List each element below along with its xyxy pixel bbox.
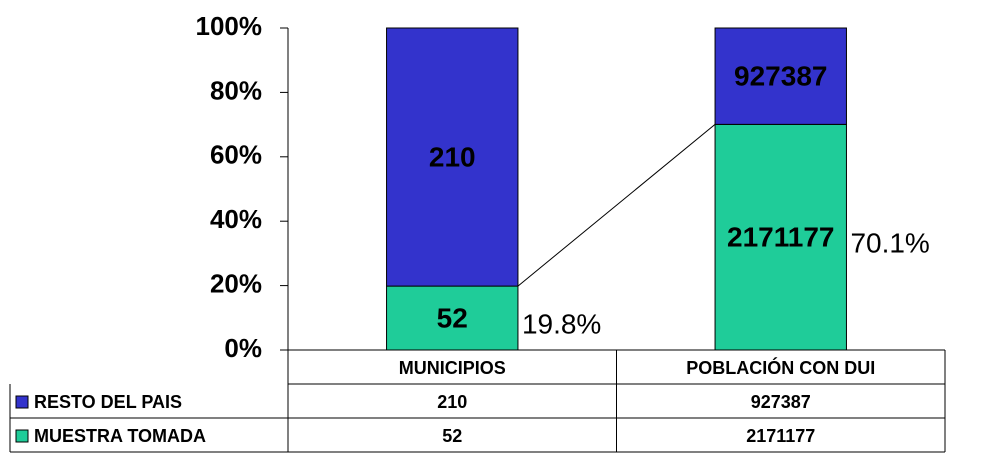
y-tick-label: 100% [196,11,263,41]
legend-label: MUESTRA TOMADA [34,426,206,446]
x-tick-label: MUNICIPIOS [399,358,506,378]
legend-swatch [15,395,29,409]
table-cell: 210 [437,392,467,412]
data-label: 927387 [734,61,827,92]
table-cell: 927387 [751,392,811,412]
data-label: 210 [429,141,476,172]
table-cell: 2171177 [746,426,815,446]
bar-segment [714,123,847,351]
y-tick-label: 40% [210,204,262,234]
percent-label: 19.8% [522,308,601,339]
percent-label: 70.1% [850,228,929,259]
x-tick-label: POBLACIÓN CON DUI [686,357,875,378]
connector-line [517,123,716,287]
legend-swatch [15,429,29,443]
y-tick-label: 80% [210,75,262,105]
legend-label: RESTO DEL PAIS [34,392,182,412]
table-cell: 52 [442,426,462,446]
bar-segment [386,27,519,287]
bar-segment [714,27,847,125]
y-tick-label: 0% [224,333,262,363]
y-tick-label: 60% [210,140,262,170]
data-label: 2171177 [727,222,834,253]
y-tick-label: 20% [210,268,262,298]
data-label: 52 [437,302,468,333]
